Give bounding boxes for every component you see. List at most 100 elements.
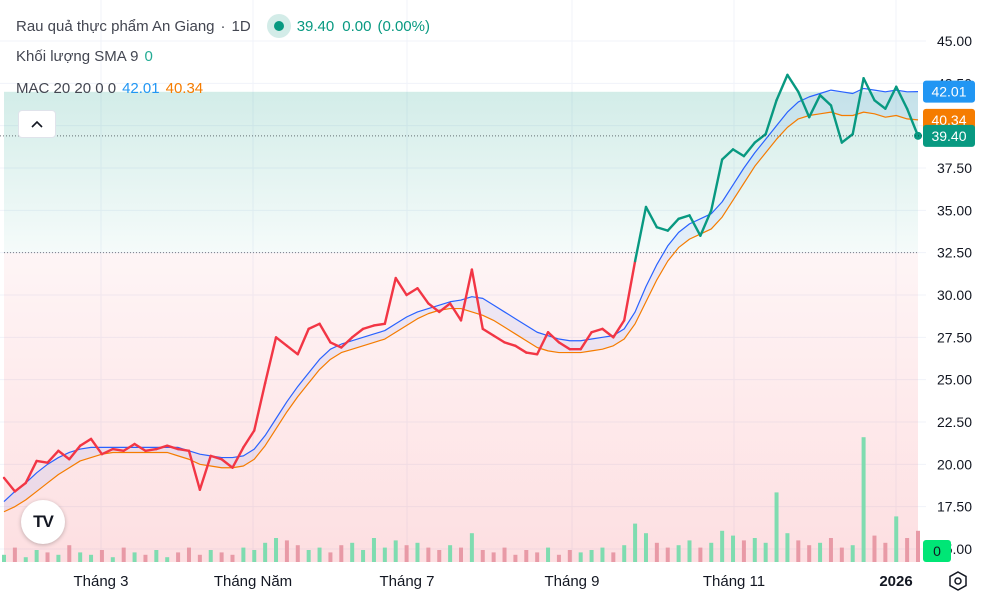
price-line-segment: [2, 476, 17, 493]
y-tick-label: 22.50: [937, 414, 972, 430]
price-line-segment: [905, 107, 920, 138]
price-line-segment: [394, 276, 408, 297]
volume-bar: [426, 547, 431, 562]
price-line-segment: [612, 319, 626, 339]
price-line-segment: [731, 148, 746, 158]
volume-bar: [763, 542, 768, 562]
price-line-segment: [57, 449, 71, 461]
volume-bar: [643, 533, 648, 562]
price-line-segment: [176, 447, 191, 452]
volume-bar: [45, 552, 50, 562]
y-tick-label: 45.00: [937, 33, 972, 49]
volume-bar: [535, 552, 540, 562]
price-line-segment: [884, 85, 898, 110]
mac-lower-value: 40.34: [165, 80, 204, 97]
volume-price-label-bg: [923, 540, 951, 562]
x-tick-label: Tháng Năm: [214, 573, 292, 590]
mac-legend[interactable]: MAC 20 20 0 0 42.01 40.34: [16, 80, 209, 97]
volume-bar: [56, 554, 61, 562]
price-line-segment: [840, 132, 854, 144]
price-line-segment: [427, 302, 441, 314]
y-tick-label: 30.00: [937, 287, 972, 303]
mac-upper-value: 42.01: [122, 80, 160, 97]
last-price: 39.40: [296, 17, 335, 35]
volume-bar: [12, 547, 17, 562]
volume-legend[interactable]: Khối lượng SMA 9 0: [16, 48, 159, 65]
volume-bar: [219, 552, 224, 562]
price-line-segment: [209, 454, 223, 461]
price-line-segment: [122, 442, 136, 452]
volume-bar: [774, 492, 779, 562]
volume-bar: [524, 550, 529, 562]
price-line-segment: [557, 341, 572, 351]
y-tick-label: 20.00: [937, 456, 972, 472]
volume-bar: [513, 554, 518, 562]
volume-bar: [861, 437, 866, 562]
price-line-segment: [144, 447, 158, 452]
market-status-icon[interactable]: [266, 14, 291, 38]
volume-bar: [295, 545, 300, 562]
volume-bar: [306, 550, 311, 562]
chart-settings-button[interactable]: [946, 569, 970, 593]
price-line-segment: [764, 99, 778, 136]
volume-bar: [709, 542, 714, 562]
volume-bar: [850, 545, 855, 562]
price-line-segment: [68, 444, 82, 461]
symbol-name[interactable]: Rau quả thực phẩm An Giang: [16, 17, 215, 35]
price-line-segment: [448, 302, 463, 322]
volume-bar: [796, 540, 801, 562]
price-line-segment: [46, 449, 60, 464]
price-line-segment: [873, 99, 887, 110]
price-line-segment: [100, 447, 115, 456]
price-line-segment: [579, 331, 593, 351]
price-line-segment: [644, 205, 659, 229]
volume-bar: [665, 547, 670, 562]
price-line-segment: [786, 73, 800, 94]
price-line-segment: [590, 327, 604, 334]
price-line-segment: [851, 77, 865, 136]
price-line-segment: [231, 446, 245, 469]
volume-bar: [567, 550, 572, 562]
price-line-segment: [438, 302, 452, 314]
price-line-segment: [340, 336, 354, 349]
price-line-segment: [318, 322, 332, 344]
tradingview-logo[interactable]: TV: [21, 500, 65, 544]
volume-bar: [720, 530, 725, 562]
price-line-segment: [862, 77, 876, 102]
price-line-segment: [503, 341, 517, 347]
y-tick-label: 32.50: [937, 245, 972, 261]
price-line-segment: [285, 344, 299, 356]
price-line-segment: [111, 447, 125, 452]
upper-band-price-label: 42.01: [931, 84, 966, 100]
volume-bar: [752, 538, 757, 562]
volume-bar: [676, 545, 681, 562]
y-tick-label: 27.50: [937, 329, 972, 345]
price-line-segment: [535, 331, 550, 356]
separator-dot: ·: [220, 17, 226, 35]
volume-bar: [328, 552, 333, 562]
volume-bar: [546, 547, 551, 562]
price-line-segment: [253, 381, 267, 432]
symbol-legend: Rau quả thực phẩm An Giang · 1D 39.40 0.…: [16, 14, 436, 38]
price-line-segment: [470, 268, 484, 331]
volume-bar: [611, 552, 616, 562]
price-line-segment: [775, 73, 789, 102]
price-line-segment: [666, 217, 680, 232]
collapse-legend-button[interactable]: [18, 110, 56, 138]
settings-icon: [949, 571, 967, 591]
price-line-segment: [78, 437, 93, 447]
price-line-segment: [405, 287, 419, 297]
volume-bar: [807, 545, 812, 562]
volume-bar: [143, 554, 148, 562]
volume-bar: [828, 538, 833, 562]
price-line-segment: [24, 459, 38, 485]
y-tick-label: 37.50: [937, 160, 972, 176]
price-line-segment: [492, 334, 506, 344]
price-line-segment: [198, 454, 212, 491]
chevron-up-icon: [31, 120, 43, 128]
mac-indicator-label: MAC 20 20 0 0: [16, 80, 117, 97]
volume-bar: [578, 552, 583, 562]
interval-label[interactable]: 1D: [231, 17, 251, 35]
